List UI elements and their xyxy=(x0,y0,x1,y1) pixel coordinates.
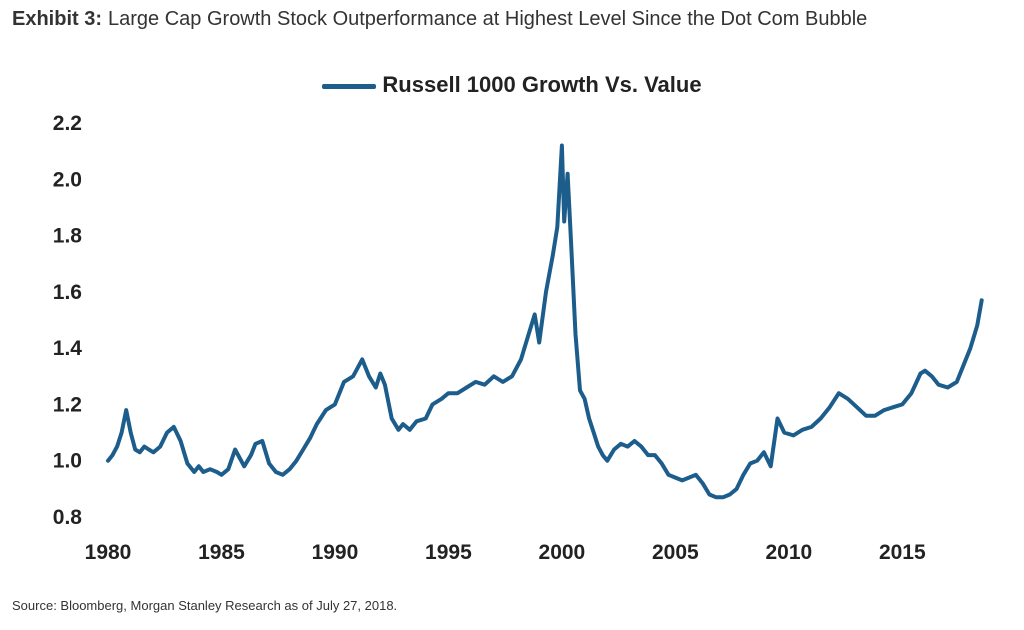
y-tick-label: 1.2 xyxy=(53,393,82,416)
x-tick-label: 1980 xyxy=(85,541,132,564)
x-tick-label: 1995 xyxy=(425,541,472,564)
x-tick-label: 2010 xyxy=(765,541,812,564)
y-tick-label: 2.0 xyxy=(53,168,82,191)
y-axis-ticks: 0.8 1.0 1.2 1.4 1.6 1.8 2.0 2.2 xyxy=(53,112,83,529)
x-axis-ticks: 1980 1985 1990 1995 2000 2005 2010 2015 xyxy=(85,541,926,564)
legend-swatch xyxy=(322,83,377,89)
series-line xyxy=(106,143,984,500)
source-note: Source: Bloomberg, Morgan Stanley Resear… xyxy=(12,598,398,613)
legend-label: Russell 1000 Growth Vs. Value xyxy=(382,72,702,97)
x-tick-label: 2005 xyxy=(652,541,699,564)
y-tick-label: 0.8 xyxy=(53,506,83,529)
x-tick-label: 2000 xyxy=(539,541,586,564)
y-tick-label: 2.2 xyxy=(53,112,82,135)
x-tick-label: 2015 xyxy=(879,541,926,564)
y-tick-label: 1.6 xyxy=(53,281,82,304)
exhibit-title-text: Large Cap Growth Stock Outperformance at… xyxy=(108,8,868,30)
y-tick-label: 1.4 xyxy=(53,337,83,360)
y-tick-label: 1.0 xyxy=(53,450,82,473)
x-tick-label: 1990 xyxy=(312,541,359,564)
x-tick-label: 1985 xyxy=(198,541,245,564)
chart-legend: Russell 1000 Growth Vs. Value xyxy=(0,72,1024,98)
y-tick-label: 1.8 xyxy=(53,225,83,248)
exhibit-label: Exhibit 3: xyxy=(12,8,103,30)
exhibit-title: Exhibit 3: Large Cap Growth Stock Outperf… xyxy=(12,8,867,31)
